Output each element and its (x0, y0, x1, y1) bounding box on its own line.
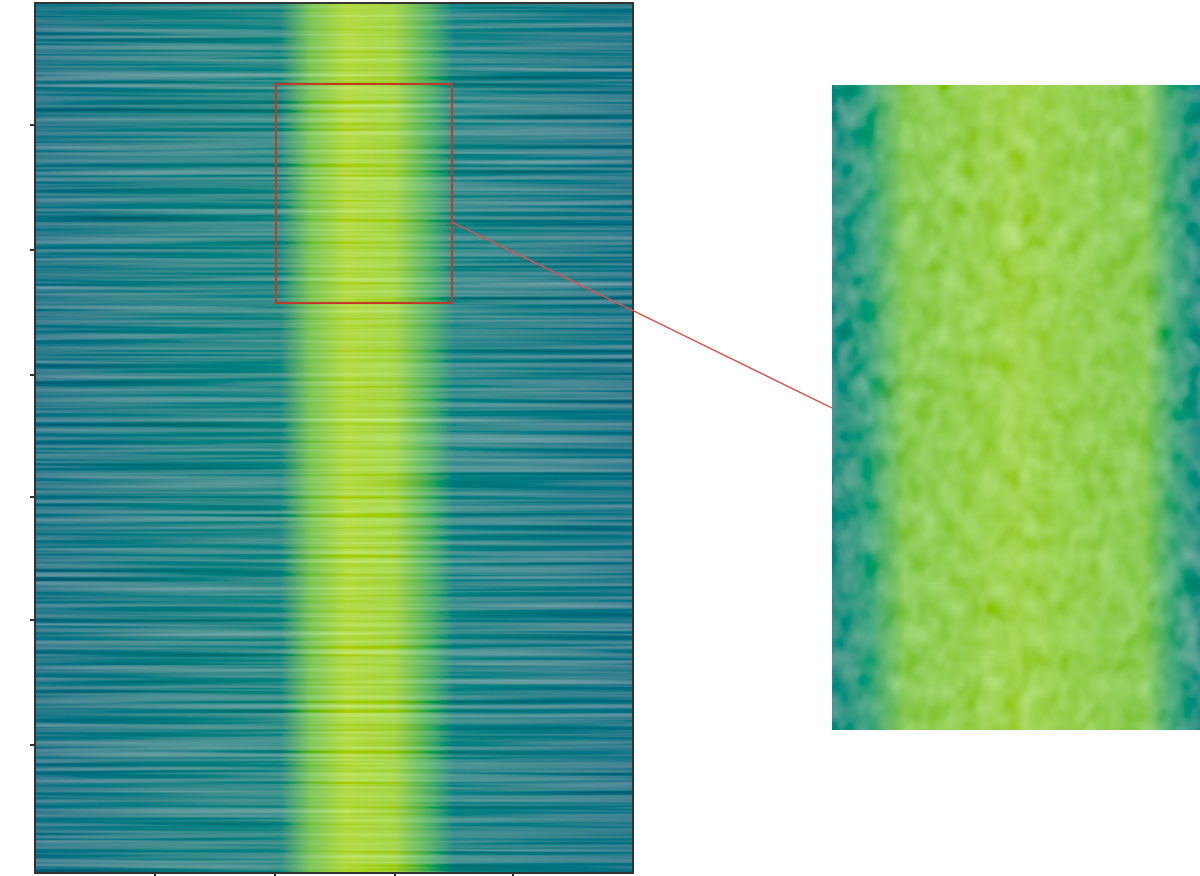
zoom-connector (451, 221, 833, 409)
inset-heatmap (832, 85, 1200, 730)
main-heatmap (35, 3, 633, 873)
zoom-box (275, 83, 453, 304)
left-ticks (30, 124, 35, 746)
main-frame (34, 2, 634, 874)
